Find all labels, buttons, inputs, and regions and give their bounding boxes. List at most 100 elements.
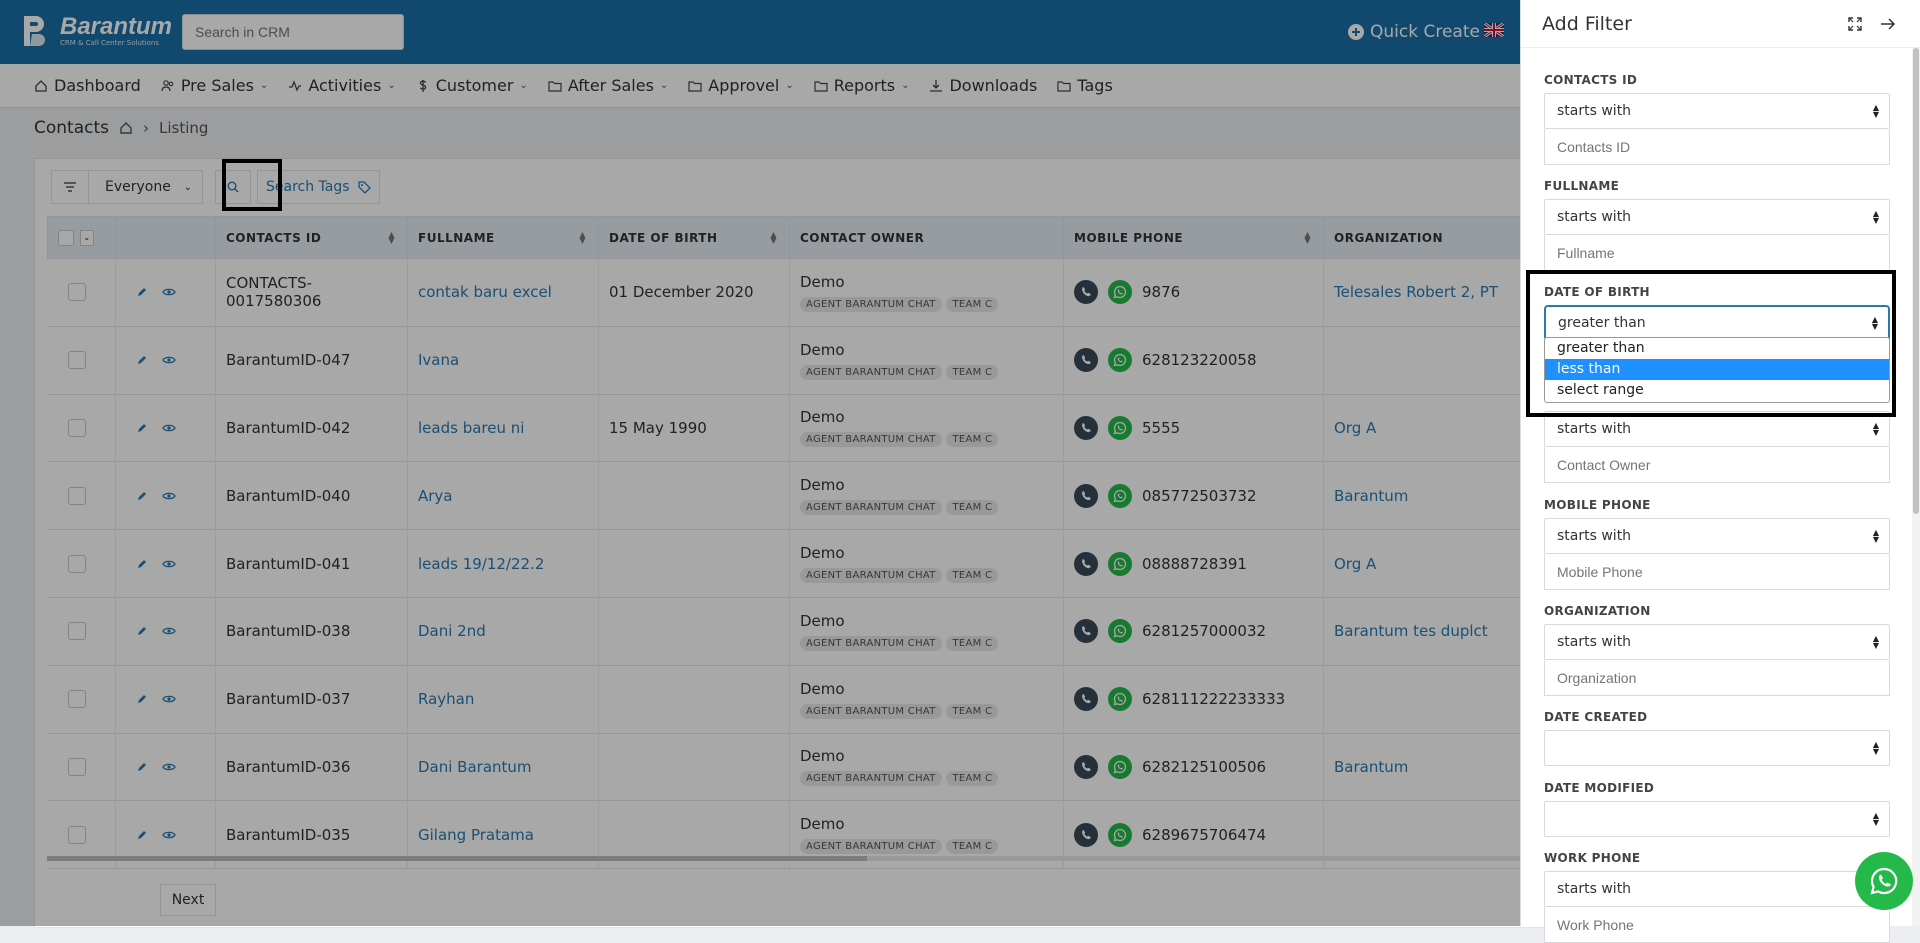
column-header-fullname[interactable]: FULLNAME ▲ ▼ <box>407 216 599 259</box>
row-checkbox[interactable] <box>67 825 86 844</box>
row-checkbox[interactable] <box>67 486 86 505</box>
contact-owner-operator-select[interactable]: starts with ▲ ▼ <box>1544 411 1890 447</box>
view-icon[interactable] <box>162 490 176 502</box>
dropdown-option[interactable]: select range <box>1557 382 1644 398</box>
row-checkbox[interactable] <box>67 418 86 437</box>
edit-icon[interactable] <box>136 693 148 705</box>
sort-icon[interactable]: ▲▼ <box>579 230 586 245</box>
call-button[interactable] <box>1074 483 1098 508</box>
whatsapp-button[interactable] <box>1108 280 1132 305</box>
edit-icon[interactable] <box>136 829 148 841</box>
quick-create-button[interactable]: Quick Create <box>1348 22 1480 42</box>
owner-filter-select[interactable]: Everyone ⌄ <box>89 170 203 204</box>
table-row[interactable]: BarantumID-037 Rayhan Demo AGENT BARANTUM C… <box>47 665 1588 734</box>
search-button[interactable] <box>215 170 251 204</box>
contact-link[interactable]: contak baru excel <box>418 283 552 302</box>
sort-icon[interactable]: ▲▼ <box>1304 230 1311 245</box>
call-button[interactable] <box>1074 822 1098 847</box>
table-horizontal-scrollbar[interactable] <box>47 856 1587 861</box>
sort-icon[interactable]: ▲▼ <box>388 230 395 245</box>
contact-link[interactable]: leads bareu ni <box>418 418 525 437</box>
organization-link[interactable]: Barantum tes duplct <box>1334 622 1488 641</box>
uk-flag-icon[interactable] <box>1484 23 1504 37</box>
edit-icon[interactable] <box>136 761 148 773</box>
table-row[interactable]: BarantumID-042 leads bareu ni 15 May 1990 D… <box>47 394 1588 463</box>
whatsapp-button[interactable] <box>1108 754 1132 779</box>
arrow-right-icon[interactable] <box>1880 17 1896 31</box>
whatsapp-button[interactable] <box>1108 551 1132 576</box>
whatsapp-button[interactable] <box>1108 687 1132 712</box>
edit-icon[interactable] <box>136 625 148 637</box>
whatsapp-button[interactable] <box>1108 822 1132 847</box>
organization-operator-select[interactable]: starts with ▲ ▼ <box>1544 624 1890 660</box>
whatsapp-button[interactable] <box>1108 619 1132 644</box>
view-icon[interactable] <box>162 693 176 705</box>
organization-link[interactable]: Barantum <box>1334 757 1409 776</box>
chevron-down-icon[interactable]: ⌄ <box>80 229 94 246</box>
select-all-checkbox[interactable] <box>58 229 74 246</box>
date-modified-operator-select[interactable]: ▲ ▼ <box>1544 801 1890 837</box>
filter-button[interactable] <box>51 170 89 204</box>
edit-icon[interactable] <box>136 422 148 434</box>
organization-link[interactable]: Org A <box>1334 554 1377 573</box>
select-all-header[interactable]: ⌄ <box>47 216 116 259</box>
nav-item-pre-sales[interactable]: Pre Sales ⌄ <box>161 76 268 95</box>
nav-item-reports[interactable]: Reports ⌄ <box>814 76 909 95</box>
row-checkbox[interactable] <box>67 351 86 370</box>
contact-link[interactable]: leads 19/12/22.2 <box>418 554 545 573</box>
view-icon[interactable] <box>162 354 176 366</box>
table-row[interactable]: BarantumID-036 Dani Barantum Demo AGENT BAR… <box>47 733 1588 802</box>
row-checkbox[interactable] <box>67 690 86 709</box>
column-header-contact-owner[interactable]: CONTACT OWNER <box>789 216 1064 259</box>
date-created-operator-select[interactable]: ▲ ▼ <box>1544 730 1890 766</box>
column-header-contacts-id[interactable]: CONTACTS ID ▲ ▼ <box>215 216 408 259</box>
edit-icon[interactable] <box>136 354 148 366</box>
organization-input[interactable] <box>1544 660 1890 696</box>
contact-owner-input[interactable] <box>1544 447 1890 483</box>
sort-icon[interactable]: ▲▼ <box>770 230 777 245</box>
home-icon[interactable] <box>119 121 133 135</box>
row-checkbox[interactable] <box>67 283 86 302</box>
call-button[interactable] <box>1074 415 1098 440</box>
nav-item-dashboard[interactable]: Dashboard <box>34 76 141 95</box>
table-row[interactable]: BarantumID-041 leads 19/12/22.2 Demo AGENT … <box>47 529 1588 598</box>
whatsapp-button[interactable] <box>1108 415 1132 440</box>
whatsapp-chat-button[interactable] <box>1855 852 1913 910</box>
whatsapp-button[interactable] <box>1108 348 1132 373</box>
row-checkbox[interactable] <box>67 622 86 641</box>
call-button[interactable] <box>1074 348 1098 373</box>
view-icon[interactable] <box>162 422 176 434</box>
mobile-phone-input[interactable] <box>1544 554 1890 590</box>
row-checkbox[interactable] <box>67 554 86 573</box>
next-page-button[interactable]: Next <box>160 884 216 916</box>
view-icon[interactable] <box>162 829 176 841</box>
call-button[interactable] <box>1074 619 1098 644</box>
nav-item-tags[interactable]: Tags <box>1057 76 1113 95</box>
search-tags-button[interactable]: Search Tags <box>257 170 380 204</box>
table-row[interactable]: BarantumID-047 Ivana Demo AGENT BARANTUM CH… <box>47 326 1588 395</box>
dropdown-option[interactable]: less than <box>1545 359 1889 380</box>
whatsapp-button[interactable] <box>1108 483 1132 508</box>
column-header-mobile-phone[interactable]: MOBILE PHONE ▲ ▼ <box>1063 216 1324 259</box>
edit-icon[interactable] <box>136 490 148 502</box>
mobile-phone-operator-select[interactable]: starts with ▲ ▼ <box>1544 518 1890 554</box>
edit-icon[interactable] <box>136 286 148 298</box>
fullname-operator-select[interactable]: starts with ▲ ▼ <box>1544 199 1890 235</box>
call-button[interactable] <box>1074 551 1098 576</box>
contact-link[interactable]: Dani 2nd <box>418 622 486 641</box>
modal-backdrop[interactable] <box>0 0 1520 926</box>
edit-icon[interactable] <box>136 558 148 570</box>
panel-scrollbar[interactable] <box>1912 48 1920 926</box>
dropdown-option[interactable]: greater than <box>1557 340 1645 356</box>
view-icon[interactable] <box>162 761 176 773</box>
contact-link[interactable]: Rayhan <box>418 690 475 709</box>
call-button[interactable] <box>1074 280 1098 305</box>
contacts-id-operator-select[interactable]: starts with ▲ ▼ <box>1544 93 1890 129</box>
organization-link[interactable]: Org A <box>1334 418 1377 437</box>
contact-link[interactable]: Gilang Pratama <box>418 825 534 844</box>
table-row[interactable]: CONTACTS-0017580306 contak baru excel 01 D… <box>47 258 1588 327</box>
brand-logo[interactable]: Barantum CRM & Call Center Solutions <box>20 14 172 48</box>
nav-item-activities[interactable]: Activities ⌄ <box>288 76 396 95</box>
organization-link[interactable]: Barantum <box>1334 486 1409 505</box>
organization-link[interactable]: Telesales Robert 2, PT <box>1334 283 1499 302</box>
